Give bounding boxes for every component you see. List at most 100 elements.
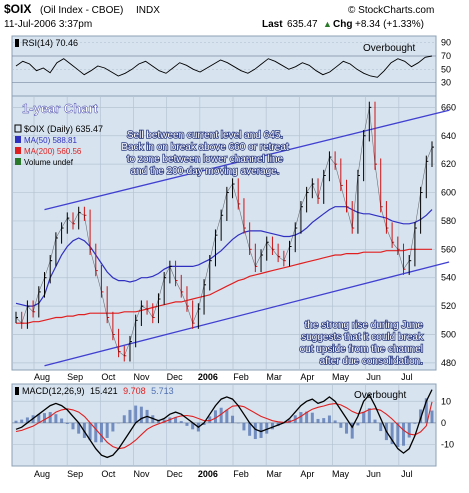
macd-histogram-bar <box>373 419 377 423</box>
macd-histogram-bar <box>122 415 126 423</box>
macd-histogram-bar <box>54 414 58 423</box>
chart-symbol: $OIX <box>4 2 31 16</box>
channel-lower-line <box>44 261 450 367</box>
macd-histogram-bar <box>162 419 166 423</box>
rsi-tick-label: 50 <box>441 64 451 74</box>
macd-histogram-bar <box>350 422 354 439</box>
x-tick-label: Aug <box>34 372 50 382</box>
x-tick-label: Oct <box>101 372 116 382</box>
ma50-line <box>15 206 433 307</box>
rsi-line <box>15 55 433 78</box>
x-tick-label: Nov <box>133 372 150 382</box>
price-tick-label: 640 <box>441 131 456 141</box>
x-tick-label: Apr <box>300 469 314 479</box>
x-tick-label: Oct <box>101 469 116 479</box>
annotation-line: after due consolidation. <box>320 356 423 367</box>
macd-legend-prefix: MACD(12,26,9) <box>22 386 85 396</box>
annotation-line: Back in on break above 660 or retreat <box>121 142 289 153</box>
date-label: 11-Jul-2006 3:37pm <box>4 19 92 30</box>
macd-histogram-bar <box>99 422 103 443</box>
x-tick-label: Mar <box>266 372 282 382</box>
macd-histogram-bar <box>259 422 263 438</box>
legend-price: $OIX (Daily) 635.47 <box>24 124 103 134</box>
price-tick-label: 580 <box>441 216 456 226</box>
x-tick-label: Dec <box>167 469 184 479</box>
x-tick-label: Sep <box>67 469 83 479</box>
macd-histogram-bar <box>316 418 320 423</box>
macd-histogram-bar <box>236 422 240 424</box>
annotation-line: the strong rise during June <box>305 320 424 331</box>
price-tick-label: 500 <box>441 330 456 340</box>
chart-name: (Oil Index - CBOE) <box>40 5 123 16</box>
macd-legend-macd: 15.421 <box>90 386 118 396</box>
last-label: Last <box>262 19 283 30</box>
rsi-tick-label: 70 <box>441 51 451 61</box>
x-tick-label: Dec <box>167 372 184 382</box>
legend-ma50: MA(50) 588.81 <box>24 136 77 145</box>
macd-histogram-bar <box>402 422 406 446</box>
chg-arrow: ▲ <box>323 19 332 29</box>
macd-histogram-bar <box>390 422 394 444</box>
macd-histogram-bar <box>105 422 109 438</box>
rsi-tick-label: 90 <box>441 38 451 48</box>
annotation-bottom: the strong rise during June suggests tha… <box>299 319 425 368</box>
x-tick-label: Aug <box>34 469 50 479</box>
macd-histogram-bar <box>128 409 132 423</box>
macd-histogram-bar <box>242 422 246 431</box>
macd-histogram-bar <box>413 422 417 424</box>
x-tick-label: Jun <box>366 469 381 479</box>
macd-histogram-bar <box>407 422 411 438</box>
macd-histogram-bar <box>208 416 212 423</box>
x-tick-label: 2006 <box>198 372 218 382</box>
macd-histogram-bar <box>322 418 326 423</box>
macd-histogram-bar <box>379 422 383 432</box>
annotation-line: Sell between current level and 645. <box>127 130 283 141</box>
macd-signal-line <box>15 401 433 450</box>
macd-histogram-bar <box>77 422 81 434</box>
x-tick-label: Feb <box>233 372 249 382</box>
macd-tick-label: 10 <box>441 396 451 406</box>
macd-histogram-bar <box>202 422 206 425</box>
macd-histogram-bar <box>362 411 366 423</box>
annotation-line: and the 200-day moving average. <box>131 166 280 177</box>
macd-histogram-bar <box>14 420 18 423</box>
macd-histogram-bar <box>48 412 52 423</box>
x-tick-label: May <box>332 469 350 479</box>
watermark: © StockCharts.com <box>348 5 434 16</box>
x-tick-label: Jun <box>366 372 381 382</box>
macd-histogram-bar <box>179 421 183 423</box>
macd-histogram-bar <box>327 415 331 423</box>
macd-histogram-bar <box>248 422 252 436</box>
ma200-line <box>16 248 432 324</box>
macd-legend: MACD(12,26,9) 15.421 9.708 5.713 <box>15 386 174 396</box>
price-tick-label: 600 <box>441 188 456 198</box>
annotation-line: out upside from the channel <box>300 344 423 355</box>
macd-legend-hist: 5.713 <box>151 386 174 396</box>
channel-upper-line <box>44 109 450 211</box>
macd-histogram-bar <box>111 422 115 432</box>
macd-histogram-bar <box>174 417 178 423</box>
macd-histogram-bar <box>88 422 92 441</box>
price-tick-label: 620 <box>441 159 456 169</box>
macd-histogram-bar <box>356 422 360 426</box>
macd-histogram-bar <box>185 422 189 426</box>
macd-histogram-bar <box>71 422 75 430</box>
macd-histogram-bar <box>231 415 235 423</box>
legend-ma200: MA(200) 560.56 <box>24 147 82 156</box>
macd-histogram-bar <box>134 405 138 423</box>
macd-histogram-bar <box>20 419 24 423</box>
macd-histogram-bar <box>25 417 29 423</box>
price-tick-label: 560 <box>441 244 456 254</box>
macd-legend-signal: 9.708 <box>123 386 146 396</box>
macd-tick-label: -10 <box>441 439 454 449</box>
exchange-label: INDX <box>136 5 160 16</box>
rsi-legend: RSI(14) 70.46 <box>22 38 78 48</box>
macd-histogram-bar <box>310 412 314 423</box>
x-tick-label: Nov <box>133 469 150 479</box>
macd-line <box>15 389 433 459</box>
chg-label: Chg <box>333 19 352 30</box>
macd-histogram-bar <box>367 408 371 423</box>
macd-histogram-bar <box>139 406 143 423</box>
macd-histogram-bar <box>299 412 303 423</box>
